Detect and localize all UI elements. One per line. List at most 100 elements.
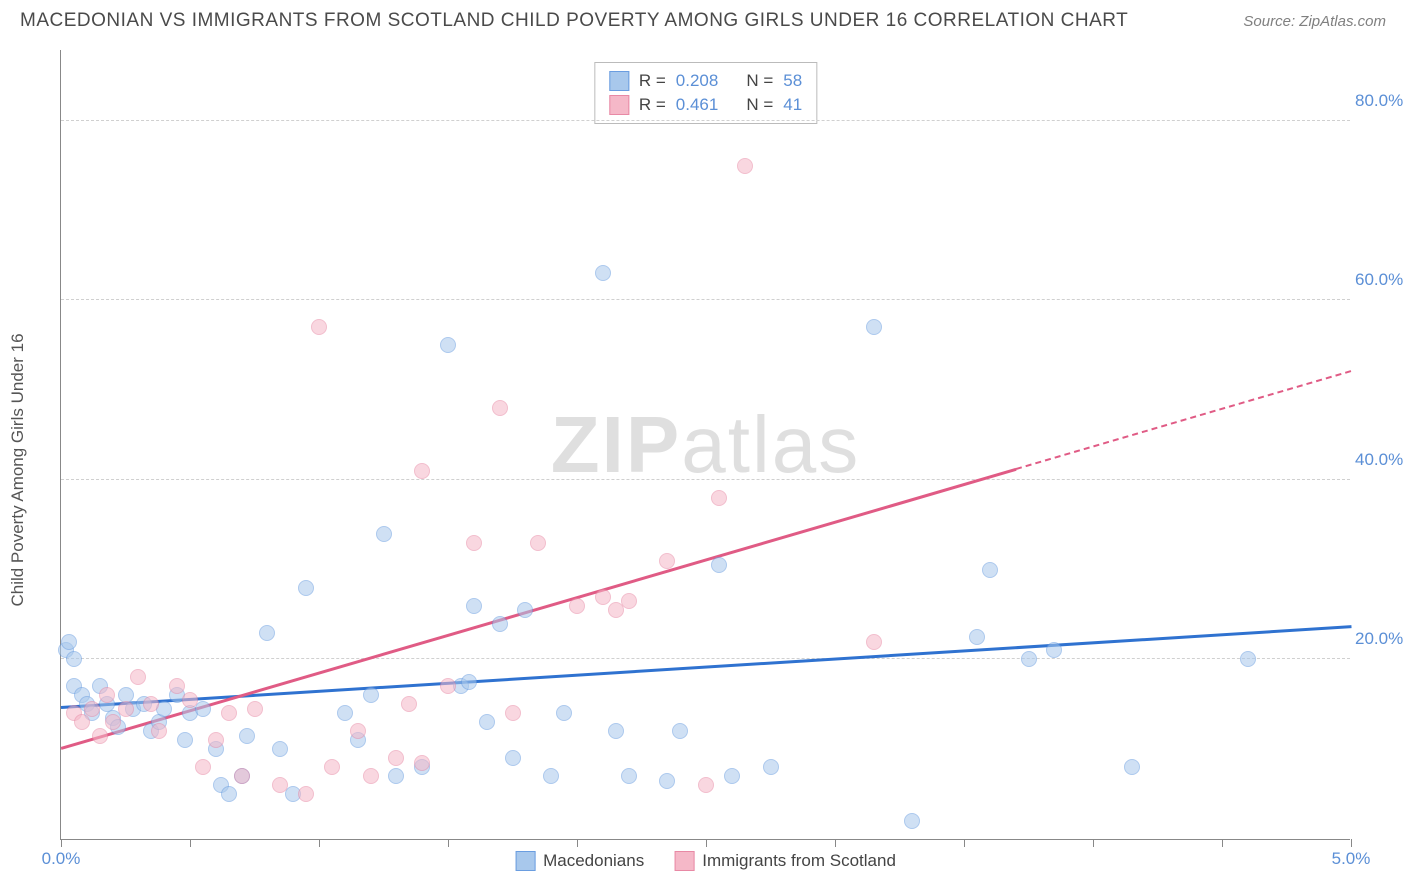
legend-swatch-bottom-2 [674, 851, 694, 871]
scatter-point [92, 728, 108, 744]
scatter-point [1240, 651, 1256, 667]
scatter-point [543, 768, 559, 784]
scatter-point [99, 687, 115, 703]
legend-swatch-bottom-1 [515, 851, 535, 871]
scatter-point [737, 158, 753, 174]
legend-swatch-1 [609, 71, 629, 91]
r-value-2: 0.461 [676, 95, 719, 115]
scatter-point [461, 674, 477, 690]
scatter-point [151, 723, 167, 739]
legend-swatch-2 [609, 95, 629, 115]
scatter-point [440, 678, 456, 694]
x-tick [190, 839, 191, 847]
n-label-1: N = [746, 71, 773, 91]
scatter-point [84, 701, 100, 717]
scatter-point [492, 616, 508, 632]
source-link[interactable]: ZipAtlas.com [1299, 13, 1386, 30]
n-value-2: 41 [783, 95, 802, 115]
scatter-point [969, 629, 985, 645]
x-tick [577, 839, 578, 847]
trend-line [61, 626, 1351, 709]
scatter-point [388, 750, 404, 766]
scatter-point [1046, 642, 1062, 658]
scatter-point [724, 768, 740, 784]
scatter-point [143, 696, 159, 712]
scatter-point [1124, 759, 1140, 775]
trend-line-dashed [1015, 370, 1351, 470]
scatter-point [239, 728, 255, 744]
scatter-point [440, 337, 456, 353]
r-label-1: R = [639, 71, 666, 91]
gridline-h [61, 120, 1350, 121]
legend-item-1: Macedonians [515, 851, 644, 871]
scatter-point [66, 651, 82, 667]
chart-header: MACEDONIAN VS IMMIGRANTS FROM SCOTLAND C… [0, 0, 1406, 40]
legend-label-1: Macedonians [543, 851, 644, 871]
scatter-point [595, 265, 611, 281]
r-label-2: R = [639, 95, 666, 115]
scatter-point [177, 732, 193, 748]
scatter-point [272, 741, 288, 757]
x-tick [61, 839, 62, 847]
scatter-point [479, 714, 495, 730]
chart-source: Source: ZipAtlas.com [1243, 13, 1386, 30]
scatter-point [247, 701, 263, 717]
scatter-point [363, 687, 379, 703]
chart-title: MACEDONIAN VS IMMIGRANTS FROM SCOTLAND C… [20, 10, 1128, 32]
scatter-point [492, 400, 508, 416]
x-tick [1222, 839, 1223, 847]
scatter-point [376, 526, 392, 542]
x-tick [448, 839, 449, 847]
y-tick-label: 20.0% [1355, 629, 1406, 649]
gridline-h [61, 479, 1350, 480]
x-tick [1093, 839, 1094, 847]
scatter-point [866, 319, 882, 335]
scatter-point [272, 777, 288, 793]
scatter-point [208, 732, 224, 748]
scatter-point [556, 705, 572, 721]
legend-label-2: Immigrants from Scotland [702, 851, 896, 871]
scatter-point [621, 768, 637, 784]
scatter-point [659, 553, 675, 569]
legend-row-1: R = 0.208 N = 58 [609, 69, 802, 93]
scatter-point [130, 669, 146, 685]
gridline-h [61, 658, 1350, 659]
scatter-point [982, 562, 998, 578]
scatter-point [337, 705, 353, 721]
scatter-point [763, 759, 779, 775]
legend-statistics: R = 0.208 N = 58 R = 0.461 N = 41 [594, 62, 817, 124]
r-value-1: 0.208 [676, 71, 719, 91]
legend-series: Macedonians Immigrants from Scotland [515, 851, 896, 871]
scatter-point [61, 634, 77, 650]
scatter-point [672, 723, 688, 739]
plot-area: ZIPatlas R = 0.208 N = 58 R = 0.461 N = … [60, 50, 1350, 840]
legend-item-2: Immigrants from Scotland [674, 851, 896, 871]
n-value-1: 58 [783, 71, 802, 91]
scatter-point [169, 678, 185, 694]
scatter-point [298, 580, 314, 596]
scatter-point [414, 463, 430, 479]
legend-row-2: R = 0.461 N = 41 [609, 93, 802, 117]
scatter-point [621, 593, 637, 609]
scatter-point [1021, 651, 1037, 667]
scatter-point [363, 768, 379, 784]
scatter-point [195, 701, 211, 717]
scatter-point [466, 535, 482, 551]
y-tick-label: 80.0% [1355, 91, 1406, 111]
scatter-point [711, 490, 727, 506]
scatter-point [866, 634, 882, 650]
n-label-2: N = [746, 95, 773, 115]
y-axis-label: Child Poverty Among Girls Under 16 [8, 333, 28, 606]
scatter-point [118, 701, 134, 717]
scatter-point [698, 777, 714, 793]
scatter-point [608, 723, 624, 739]
scatter-point [350, 723, 366, 739]
scatter-point [904, 813, 920, 829]
x-tick [319, 839, 320, 847]
scatter-point [182, 692, 198, 708]
scatter-point [505, 705, 521, 721]
scatter-point [388, 768, 404, 784]
scatter-point [530, 535, 546, 551]
scatter-point [505, 750, 521, 766]
x-tick [1351, 839, 1352, 847]
